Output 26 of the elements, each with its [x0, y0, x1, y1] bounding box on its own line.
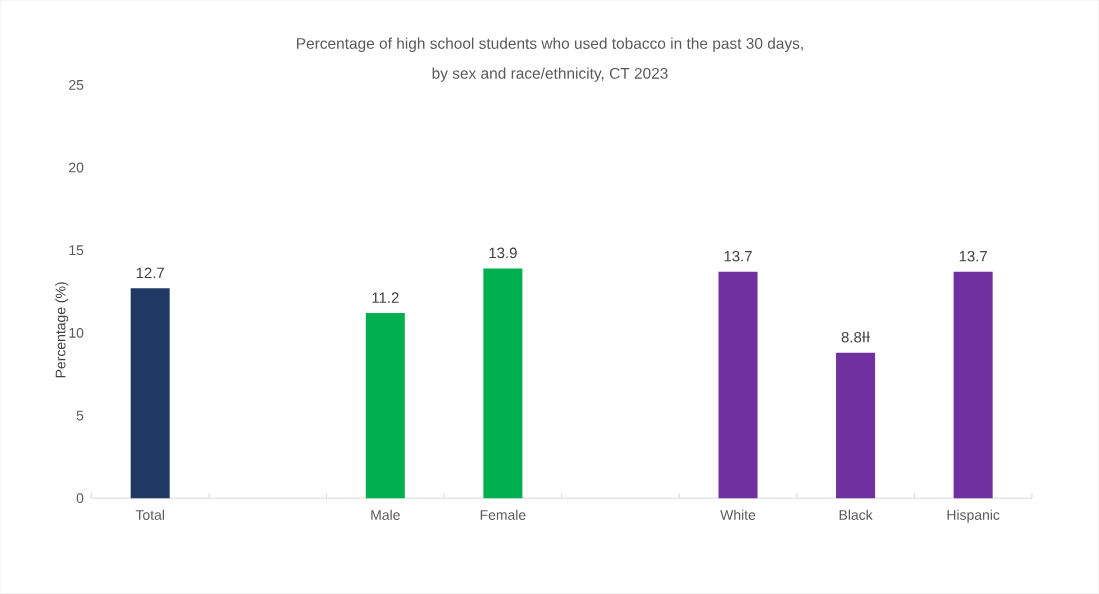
- x-tick-label: White: [720, 509, 756, 521]
- data-label: 13.7: [959, 251, 987, 262]
- data-label: 8.8ƗƗ: [841, 331, 870, 343]
- data-label: 13.7: [724, 251, 752, 262]
- bar: [836, 352, 876, 499]
- bar: [365, 313, 405, 499]
- data-label: 13.9: [489, 247, 517, 259]
- y-tick-label: 25: [69, 80, 84, 90]
- bar: [953, 271, 993, 499]
- y-axis-title: Percentage (%): [55, 282, 69, 378]
- x-tick-label: Hispanic: [947, 509, 1000, 523]
- data-label: 11.2: [372, 292, 399, 303]
- x-tick-label: Black: [839, 509, 873, 521]
- bar: [130, 288, 170, 499]
- chart-title: Percentage of high school students who used tobacco in the past 30 days, by sex and race/ethnicity, CT 2023: [297, 37, 803, 83]
- bar: [718, 271, 758, 499]
- y-tick-label: 15: [69, 245, 84, 256]
- x-tick-label: Total: [135, 509, 165, 521]
- y-tick-label: 0: [76, 493, 84, 504]
- y-tick-label: 5: [76, 410, 84, 421]
- y-tick-label: 20: [69, 162, 84, 173]
- data-label: 12.7: [136, 267, 164, 279]
- x-tick-label: Male: [371, 509, 400, 521]
- x-tick-label: Female: [480, 509, 526, 521]
- bar: [483, 268, 523, 499]
- y-tick-label: 10: [69, 328, 84, 338]
